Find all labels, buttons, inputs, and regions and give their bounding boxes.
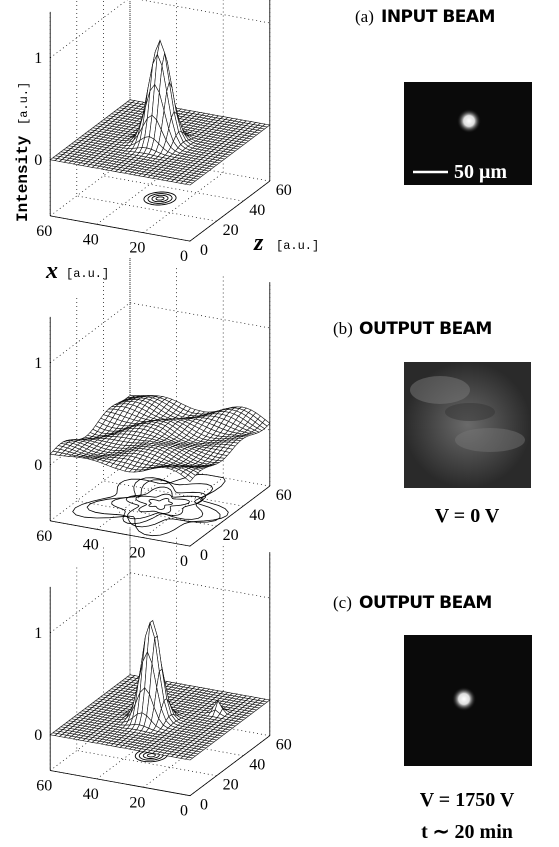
i-tick-label: 0 xyxy=(34,457,42,474)
surface-cell xyxy=(184,474,194,483)
x-tick-label: 40 xyxy=(83,786,99,803)
x-tick-label: 40 xyxy=(83,536,99,553)
x-tick-label: 20 xyxy=(129,240,145,257)
intensity-label: Intensity xyxy=(14,135,32,222)
contour xyxy=(72,473,229,537)
z-tick-label: 40 xyxy=(249,507,265,524)
x-tick-label: 0 xyxy=(180,553,188,570)
beam-image xyxy=(404,82,532,185)
z-tick-label: 20 xyxy=(223,222,239,239)
i-tick-label: 1 xyxy=(34,50,42,67)
speckle xyxy=(410,376,470,404)
x-axis-label: x xyxy=(45,258,58,284)
contour xyxy=(143,191,177,206)
i-tick-label: 0 xyxy=(34,152,42,169)
panel-label: (b) xyxy=(333,319,353,338)
contour xyxy=(111,479,207,525)
beam-spot xyxy=(452,687,476,711)
grid-line xyxy=(103,276,244,507)
grid-line xyxy=(49,572,270,634)
z-tick-label: 40 xyxy=(249,757,265,774)
z-tick-label: 60 xyxy=(276,182,292,199)
grid-line xyxy=(76,566,217,777)
z-tick-label: 0 xyxy=(200,547,208,564)
x-tick-label: 20 xyxy=(129,545,145,562)
grid-line xyxy=(49,0,131,217)
z-tick-label: 40 xyxy=(249,202,265,219)
x-tick-label: 60 xyxy=(36,223,52,240)
beam-spot xyxy=(457,109,481,133)
x-tick-label: 40 xyxy=(83,231,99,248)
caption: V = 1750 V xyxy=(420,789,515,811)
contour xyxy=(155,196,165,201)
x-tick-label: 0 xyxy=(180,803,188,820)
z-tick-label: 60 xyxy=(276,487,292,504)
contour xyxy=(146,753,156,758)
i-tick-label: 0 xyxy=(34,727,42,744)
x-tick-label: 60 xyxy=(36,528,52,545)
intensity-unit: [a.u.] xyxy=(17,82,31,125)
x-tick-label: 0 xyxy=(180,248,188,265)
panel-title: INPUT BEAM xyxy=(381,7,495,27)
speckle xyxy=(455,428,525,452)
x-tick-label: 60 xyxy=(36,778,52,795)
surface-cell xyxy=(184,756,194,761)
contour xyxy=(148,498,173,510)
panel-label: (a) xyxy=(355,7,374,26)
contour xyxy=(125,486,204,520)
z-axis-unit: [a.u.] xyxy=(276,239,319,253)
z-axis-label: z xyxy=(253,230,264,256)
caption: t ∼ 20 min xyxy=(421,821,513,843)
z-tick-label: 20 xyxy=(223,777,239,794)
contour xyxy=(86,477,221,528)
speckle xyxy=(445,403,495,421)
panel-title: OUTPUT BEAM xyxy=(359,319,492,339)
i-tick-label: 1 xyxy=(34,625,42,642)
z-tick-label: 0 xyxy=(200,797,208,814)
surface-cell xyxy=(184,181,194,186)
i-tick-label: 1 xyxy=(34,355,42,372)
x-axis-unit: [a.u.] xyxy=(66,267,109,281)
caption: V = 0 V xyxy=(435,505,500,527)
grid-line xyxy=(49,586,191,797)
z-tick-label: 0 xyxy=(200,242,208,259)
contour xyxy=(151,194,169,203)
panel-label: (c) xyxy=(333,593,352,612)
grid-line xyxy=(49,302,270,364)
contour xyxy=(135,493,190,514)
grid-line xyxy=(49,256,131,522)
grid-line xyxy=(103,546,244,757)
z-tick-label: 60 xyxy=(276,737,292,754)
contour xyxy=(147,193,173,204)
x-tick-label: 20 xyxy=(129,794,145,811)
grid-line xyxy=(129,526,270,737)
panel-title: OUTPUT BEAM xyxy=(359,593,492,613)
z-tick-label: 20 xyxy=(223,527,239,544)
scale-bar-label: 50 μm xyxy=(454,161,507,183)
